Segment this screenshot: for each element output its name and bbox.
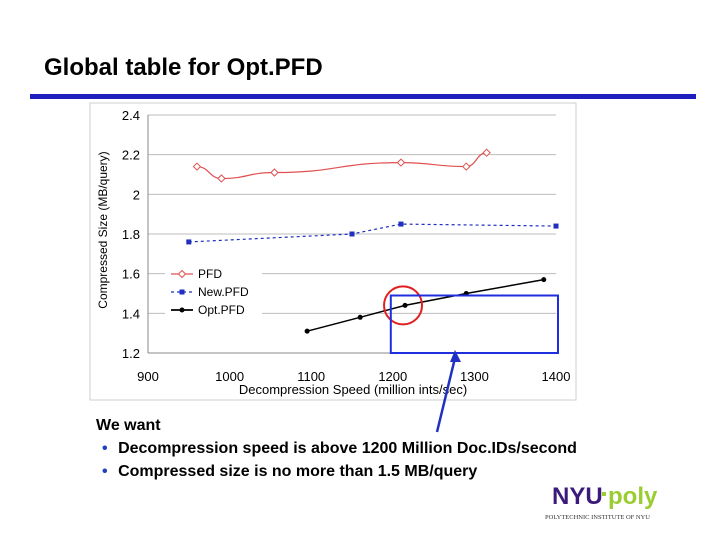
data-point-optpfd: [402, 302, 408, 308]
legend-marker-newpfd: [179, 289, 185, 295]
x-tick-label: 1100: [297, 369, 325, 384]
data-point-pfd: [217, 174, 226, 183]
y-axis-label: Compressed Size (MB/query): [96, 151, 110, 308]
highlight-circle: [383, 285, 424, 326]
data-point-pfd: [192, 162, 202, 171]
y-tick-label: 1.4: [122, 306, 140, 321]
requirement-size: • Compressed size is no more than 1.5 MB…: [96, 460, 577, 483]
logo-poly: poly: [608, 483, 658, 510]
x-tick-label: 1400: [542, 369, 571, 384]
logo-dot: [602, 492, 606, 496]
logo-subtitle: POLYTECHNIC INSTITUTE OF NYU: [545, 514, 650, 521]
requirement-speed-text: Decompression speed is above 1200 Millio…: [118, 440, 577, 457]
requirements-text: We want • Decompression speed is above 1…: [96, 414, 577, 483]
y-tick-label: 1.6: [122, 267, 140, 282]
x-axis-label: Decompression Speed (million ints/sec): [239, 382, 467, 397]
y-tick-label: 1.2: [122, 346, 140, 361]
y-tick-label: 2.4: [122, 108, 140, 123]
legend-marker-optpfd: [179, 307, 185, 313]
nyu-poly-logo: NYU poly POLYTECHNIC INSTITUTE OF NYU: [545, 483, 658, 521]
requirement-size-text: Compressed size is no more than 1.5 MB/q…: [118, 463, 478, 480]
y-tick-label: 2.2: [122, 148, 140, 163]
requirement-speed: • Decompression speed is above 1200 Mill…: [96, 437, 577, 460]
pointer-arrow: [435, 357, 457, 433]
pointer-arrowhead: [450, 350, 461, 362]
data-point-newpfd: [186, 239, 192, 245]
legend-label-pfd: PFD: [198, 267, 222, 281]
data-point-pfd: [482, 148, 491, 157]
requirements-heading: We want: [96, 417, 161, 434]
x-tick-label: 1000: [215, 369, 244, 384]
data-point-newpfd: [553, 223, 559, 229]
legend-marker-pfd: [177, 269, 187, 279]
data-point-newpfd: [349, 231, 355, 237]
legend-label-newpfd: New.PFD: [198, 285, 249, 299]
bullet-symbol: •: [102, 440, 108, 457]
data-point-pfd: [396, 158, 406, 167]
data-point-optpfd: [357, 314, 363, 320]
target-region-box: [389, 294, 559, 354]
x-tick-label: 1200: [378, 369, 407, 384]
bullet-symbol: •: [102, 463, 108, 480]
data-point-pfd: [270, 168, 279, 177]
series-line-newpfd: [188, 223, 557, 243]
x-tick-label: 1300: [460, 369, 489, 384]
x-tick-label: 900: [137, 369, 159, 384]
title-underline: [30, 94, 696, 99]
slide-title: Global table for Opt.PFD: [44, 54, 323, 81]
data-point-optpfd: [304, 328, 310, 334]
data-point-optpfd: [541, 277, 547, 283]
legend-label-optpfd: Opt.PFD: [198, 303, 245, 317]
logo-nyu: NYU: [552, 483, 603, 510]
chart-frame: [89, 102, 577, 401]
y-tick-label: 2: [133, 187, 140, 202]
data-point-pfd: [462, 162, 471, 171]
y-tick-label: 1.8: [122, 227, 140, 242]
data-point-newpfd: [398, 221, 404, 227]
